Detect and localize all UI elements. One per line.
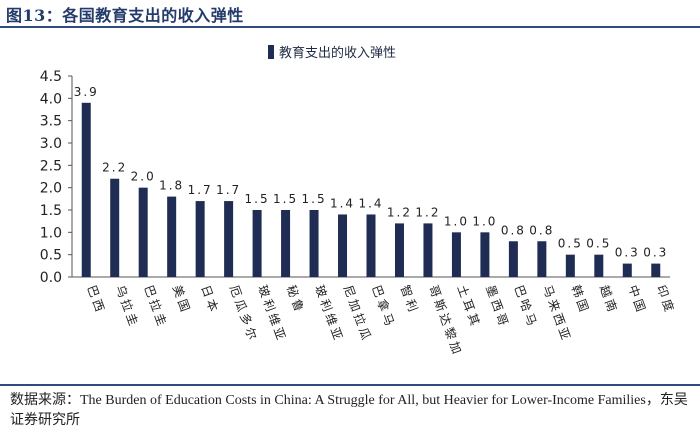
y-tick-label: 1.5 — [40, 203, 62, 219]
y-tick-label: 2.0 — [40, 181, 62, 197]
x-category-label: 日本 — [198, 283, 221, 316]
y-tick-label: 1.0 — [40, 225, 62, 241]
bar — [451, 232, 461, 277]
bar — [423, 223, 433, 277]
bar — [394, 223, 404, 277]
data-label: 2.0 — [131, 170, 156, 184]
data-label: 1.5 — [302, 192, 327, 206]
bottom-rule — [0, 384, 700, 386]
bar — [366, 214, 376, 277]
data-label: 0.5 — [558, 237, 583, 251]
x-category-label: 中国 — [625, 283, 649, 316]
data-label: 1.2 — [387, 205, 412, 219]
bar — [309, 210, 319, 277]
x-category-label: 巴拿马 — [369, 283, 398, 330]
bar — [594, 254, 604, 277]
y-tick-label: 4.5 — [40, 69, 62, 85]
bar — [281, 210, 291, 277]
x-category-label: 墨西哥 — [483, 283, 512, 330]
x-category-label: 韩国 — [569, 283, 593, 316]
bar — [81, 102, 91, 277]
x-category-label: 厄瓜多尔 — [227, 283, 262, 345]
data-label: 1.2 — [415, 205, 440, 219]
data-label: 0.8 — [501, 223, 526, 237]
bar — [338, 214, 348, 277]
y-tick-label: 3.0 — [40, 136, 62, 152]
data-label: 2.2 — [102, 161, 127, 175]
y-tick-label: 4.0 — [40, 91, 62, 107]
y-tick-label: 2.5 — [40, 158, 62, 174]
data-label: 0.3 — [643, 246, 668, 260]
bar — [537, 241, 547, 277]
x-category-label: 巴西 — [84, 283, 107, 316]
y-tick-label: 3.5 — [40, 114, 62, 130]
data-label: 1.5 — [273, 192, 298, 206]
data-label: 1.7 — [188, 183, 213, 197]
data-label: 1.0 — [444, 214, 469, 228]
x-category-label: 越南 — [597, 283, 621, 316]
x-category-label: 美国 — [170, 283, 193, 316]
bar — [224, 201, 234, 277]
bar — [508, 241, 518, 277]
bar — [167, 196, 177, 277]
legend-label: 教育支出的收入弹性 — [279, 45, 396, 61]
bar — [480, 232, 490, 277]
top-rule — [0, 26, 700, 28]
source-note: 数据来源：The Burden of Education Costs in Ch… — [10, 393, 688, 428]
x-category-label: 尼加拉瓜 — [341, 283, 376, 345]
data-label: 0.5 — [586, 237, 611, 251]
data-label: 1.8 — [159, 179, 184, 193]
x-category-label: 巴哈马 — [512, 283, 541, 330]
x-category-label: 玻利维亚 — [255, 283, 289, 344]
x-category-label: 玻利维亚 — [312, 283, 346, 344]
x-category-label: 马来西亚 — [540, 283, 574, 344]
x-category-label: 土耳其 — [455, 283, 484, 330]
bar — [110, 178, 120, 277]
data-label: 0.3 — [615, 246, 640, 260]
data-label: 0.8 — [529, 223, 554, 237]
legend-swatch — [268, 45, 274, 59]
bar — [195, 201, 205, 277]
x-category-label: 秘鲁 — [284, 283, 307, 316]
bar — [252, 210, 262, 277]
data-label: 1.4 — [358, 196, 383, 210]
bar — [622, 263, 632, 277]
y-tick-label: 0.0 — [40, 270, 62, 286]
x-category-label: 印度 — [654, 283, 678, 316]
y-tick-label: 0.5 — [40, 248, 62, 264]
bar-chart: 教育支出的收入弹性 0.0 0.5 1.0 1.5 2.0 2.5 3.0 3.5 4.0 4.5 3… — [40, 45, 678, 359]
data-label: 1.5 — [245, 192, 270, 206]
x-category-label: 智利 — [398, 283, 422, 316]
bar — [138, 187, 148, 277]
data-label: 1.0 — [472, 214, 497, 228]
data-label: 1.7 — [216, 183, 241, 197]
data-label: 3.9 — [74, 85, 99, 99]
x-category-label: 巴拉圭 — [141, 283, 170, 330]
data-label: 1.4 — [330, 196, 355, 210]
x-category-label: 乌拉圭 — [113, 283, 142, 330]
figure-title: 图13：各国教育支出的收入弹性 — [6, 6, 244, 25]
bar — [651, 263, 661, 277]
bar — [565, 254, 575, 277]
